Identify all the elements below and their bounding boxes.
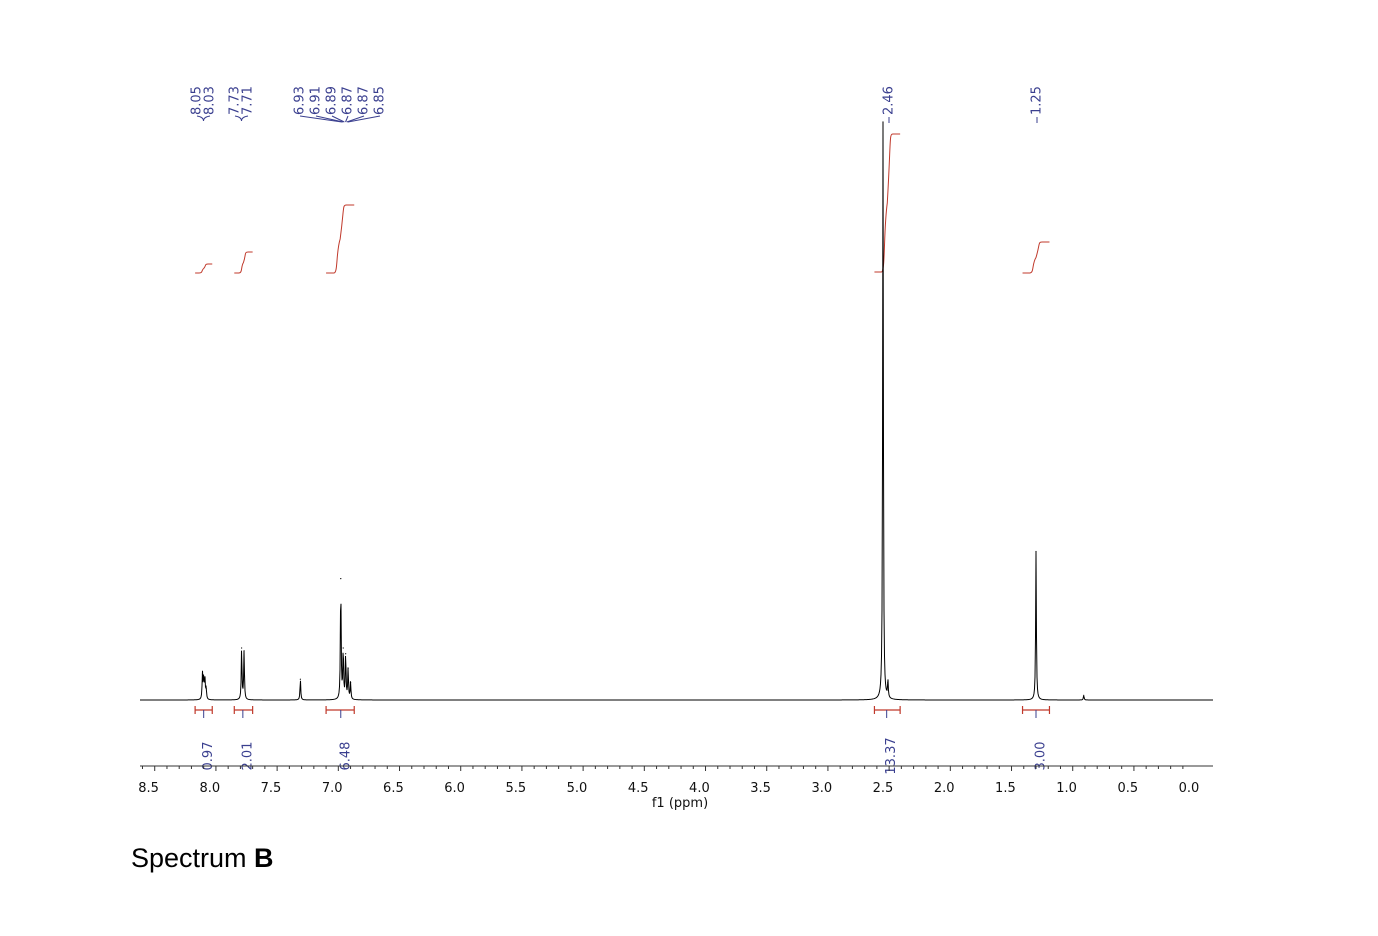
peak-shift-label: 7.71 (241, 86, 256, 115)
peak-shift-label: 7.73 (228, 86, 243, 115)
nmr-spectrum-chart: 8.058.03 7.737.71 6.93 6.91 6.89 6.87 6.87 6.85… (138, 86, 1213, 811)
x-tick-label: 6.0 (444, 781, 465, 796)
integral-curve (1022, 241, 1050, 274)
peak-bracket (234, 115, 249, 122)
x-tick-label: 8.5 (138, 781, 159, 796)
x-tick-label: 1.0 (1056, 781, 1077, 796)
spectrum-peak (204, 679, 206, 681)
x-tick-label: 2.0 (934, 781, 955, 796)
x-tick-label: 7.0 (322, 781, 343, 796)
peak-shift-label: 6.87 (341, 86, 356, 115)
x-tick-label: 1.5 (995, 781, 1016, 796)
x-tick-label: 8.0 (199, 781, 220, 796)
spectrum-peak (205, 687, 207, 690)
peak-shift-label: 6.89 (325, 86, 340, 115)
x-tick-label: 2.5 (873, 781, 894, 796)
x-axis: 8.5 8.0 7.5 7.0 6.5 6.0 5.5 5.0 4.5 4.0 3.5 3.0 2.5 2… (138, 765, 1213, 811)
x-tick-label: 5.5 (505, 781, 526, 796)
peak-shift-label: 6.93 (293, 86, 308, 115)
spectrum-caption: Spectrum B (131, 843, 274, 874)
spectrum-peak (349, 682, 352, 684)
integral-curves (195, 133, 1050, 274)
spectrum-peak (342, 647, 344, 649)
spectrum-trace (140, 121, 1213, 701)
spectrum-peak (299, 678, 301, 680)
peak-labels: 8.058.03 7.737.71 6.93 6.91 6.89 6.87 6.87 6.85… (190, 86, 1045, 123)
x-tick-label: 4.0 (689, 781, 710, 796)
peak-connector (299, 115, 343, 123)
integral-curve (326, 204, 355, 274)
peak-shift-label: 1.25 (1030, 86, 1045, 115)
integral-value: 2.01 (240, 742, 255, 771)
spectrum-peak (345, 653, 347, 655)
peak-shift-label: 6.91 (309, 86, 324, 115)
spectrum-peak (241, 647, 243, 649)
peak-bracket (196, 115, 211, 122)
x-tick-label: 6.5 (383, 781, 404, 796)
x-axis-ticks: 8.5 8.0 7.5 7.0 6.5 6.0 5.5 5.0 4.5 4.0 3.5 3.0 2.5 2… (138, 766, 1199, 796)
peak-connector (345, 115, 349, 123)
integral-value: 13.37 (884, 737, 899, 774)
caption-prefix: Spectrum (131, 843, 255, 873)
x-axis-title: f1 (ppm) (652, 796, 708, 811)
spectrum-peak (882, 121, 884, 123)
integral-value: 6.48 (338, 742, 353, 771)
peak-shift-label: 6.85 (373, 86, 388, 115)
integral-value: 3.00 (1034, 742, 1049, 771)
x-tick-label: 3.5 (750, 781, 771, 796)
spectrum-peak (1083, 694, 1085, 696)
integral-curve (234, 251, 253, 274)
x-tick-label: 3.0 (811, 781, 832, 796)
x-tick-label: 4.5 (628, 781, 649, 796)
spectrum-peak (887, 682, 889, 684)
peak-shift-label: 6.87 (357, 86, 372, 115)
x-tick-label: 5.0 (567, 781, 588, 796)
x-tick-label: 7.5 (261, 781, 282, 796)
x-tick-label: 0.5 (1117, 781, 1138, 796)
integral-bars: 0.97 2.01 6.48 13.37 3.00 (194, 706, 1051, 775)
spectrum-peak (1035, 550, 1037, 553)
spectrum-peak (201, 673, 204, 675)
integral-curve (874, 133, 901, 273)
spectrum-peak (243, 650, 245, 652)
caption-letter: B (254, 843, 274, 873)
spectrum-peak (203, 676, 205, 678)
peak-connector (347, 115, 381, 123)
peak-shift-label: 8.05 (190, 86, 205, 115)
spectrum-peak (347, 667, 349, 669)
peak-connector (331, 115, 345, 123)
spectrum-peak (340, 578, 342, 580)
peak-shift-label: 2.46 (882, 86, 897, 115)
x-tick-label: 0.0 (1179, 781, 1200, 796)
peak-shift-label: 8.03 (203, 86, 218, 115)
integral-curve (195, 263, 213, 274)
integral-value: 0.97 (201, 742, 216, 771)
spectrum-baseline (140, 121, 1213, 701)
peak-connector (315, 115, 344, 123)
peak-connector (346, 115, 365, 123)
